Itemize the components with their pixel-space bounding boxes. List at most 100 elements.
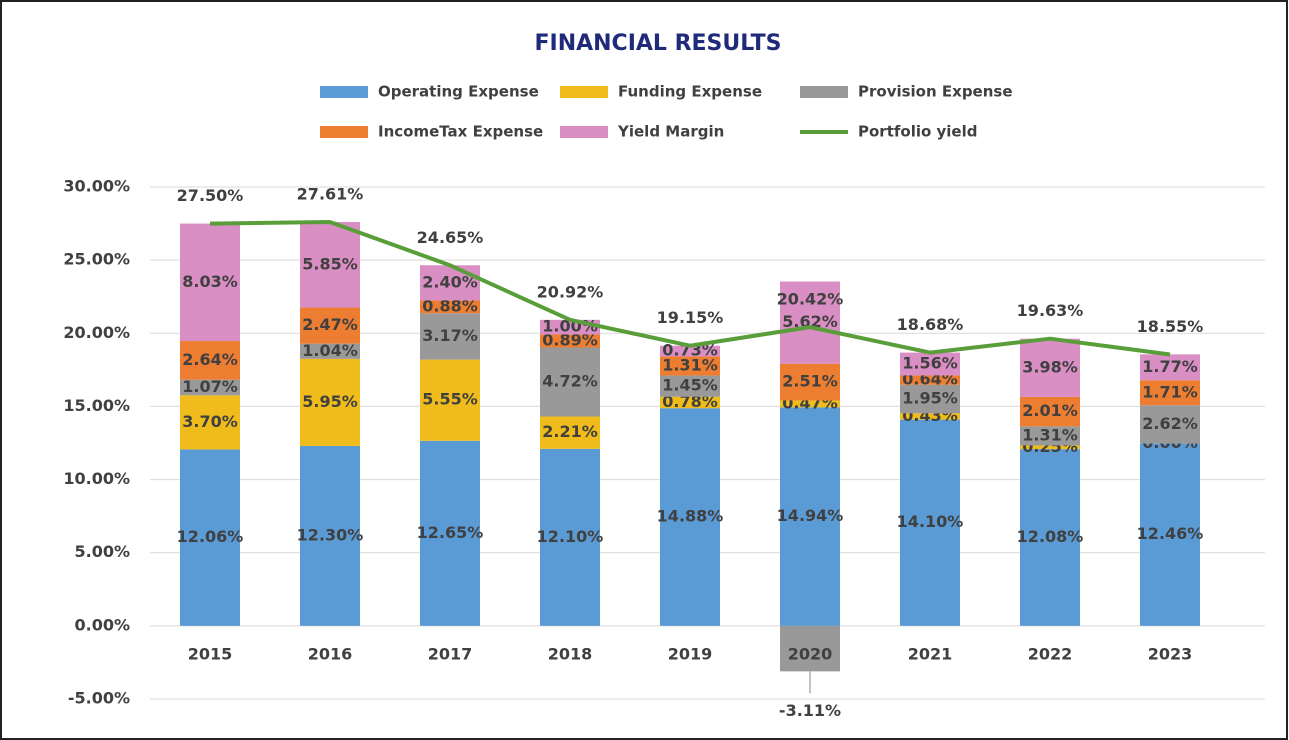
bar-segment <box>420 313 480 360</box>
data-label: 2.40% <box>422 272 478 291</box>
data-label: 1.07% <box>182 377 238 396</box>
bar-segment <box>1020 449 1080 626</box>
legend-swatch <box>320 126 368 138</box>
bar-segment <box>300 343 360 359</box>
bar-segment <box>1020 396 1080 427</box>
bar-segment <box>660 375 720 397</box>
data-label: 3.98% <box>1022 357 1078 376</box>
line-label: 18.55% <box>1137 317 1204 336</box>
bar-segment <box>660 345 720 357</box>
bar-segment <box>1020 445 1080 450</box>
bar-segment <box>540 347 600 417</box>
x-tick-label: 2019 <box>668 644 713 663</box>
bar-segment <box>780 281 840 364</box>
line-label: 20.92% <box>537 282 604 301</box>
bar-segment <box>780 363 840 401</box>
bar-segment <box>180 341 240 380</box>
x-tick-label: 2017 <box>428 644 473 663</box>
data-label: 1.71% <box>1142 382 1198 401</box>
bar-segment <box>1140 405 1200 444</box>
data-label: 4.72% <box>542 371 598 390</box>
data-label: 1.31% <box>662 355 718 374</box>
legend-label: Portfolio yield <box>858 123 977 141</box>
data-label: 2.64% <box>182 350 238 369</box>
data-label: 14.88% <box>657 507 724 526</box>
bar-segment <box>420 265 480 301</box>
line-label: 24.65% <box>417 228 484 247</box>
x-tick-label: 2021 <box>908 644 953 663</box>
bar-segment <box>300 307 360 344</box>
legend-label: Yield Margin <box>617 123 724 141</box>
data-label: 2.47% <box>302 315 358 334</box>
line-label: 27.50% <box>177 186 244 205</box>
y-tick-label: 15.00% <box>63 396 130 415</box>
bar-segment <box>900 413 960 420</box>
x-tick-label: 2022 <box>1028 644 1073 663</box>
legend-label: Funding Expense <box>618 83 762 101</box>
bar-segment <box>1020 426 1080 446</box>
bar-segment <box>300 358 360 446</box>
bar-segment <box>780 400 840 408</box>
bar-segment <box>180 379 240 396</box>
data-label: 1.56% <box>902 354 958 373</box>
bar-segment <box>540 334 600 348</box>
y-tick-label: 10.00% <box>63 469 130 488</box>
y-tick-label: 0.00% <box>74 615 130 634</box>
bar-segment <box>900 352 960 376</box>
data-label: 1.45% <box>662 376 718 395</box>
line-label: 20.42% <box>777 290 844 309</box>
bar-segment <box>900 384 960 414</box>
line-label: 27.61% <box>297 184 364 203</box>
legend-label: IncomeTax Expense <box>378 123 543 141</box>
legend-swatch <box>560 126 608 138</box>
x-tick-label: 2016 <box>308 644 353 663</box>
bar-segment <box>1140 354 1200 381</box>
data-label: 1.95% <box>902 389 958 408</box>
data-label: 2.51% <box>782 372 838 391</box>
bar-segment <box>540 416 600 449</box>
x-tick-label: 2020 <box>788 644 833 663</box>
data-label: 3.17% <box>422 326 478 345</box>
data-label: 1.04% <box>302 341 358 360</box>
legend-swatch <box>800 86 848 98</box>
bar-segment <box>780 407 840 626</box>
legend-swatch <box>320 86 368 98</box>
bar-segment <box>900 375 960 385</box>
data-label: 12.46% <box>1137 524 1204 543</box>
bar-segment <box>300 221 360 308</box>
chart-title: FINANCIAL RESULTS <box>534 31 781 56</box>
data-label: 12.10% <box>537 527 604 546</box>
bar-segment <box>180 395 240 450</box>
data-label: 5.95% <box>302 392 358 411</box>
legend-label: Provision Expense <box>858 83 1013 101</box>
bar-segment <box>540 448 600 626</box>
bar-segment <box>900 419 960 626</box>
bar-segment <box>180 223 240 342</box>
data-label: 8.03% <box>182 272 238 291</box>
data-label: 0.88% <box>422 296 478 315</box>
data-label: 14.10% <box>897 512 964 531</box>
data-label: 5.85% <box>302 254 358 273</box>
bar-segment <box>180 449 240 626</box>
bar-segment <box>1140 380 1200 406</box>
x-tick-label: 2023 <box>1148 644 1193 663</box>
line-label: 19.15% <box>657 308 724 327</box>
data-label: 12.08% <box>1017 527 1084 546</box>
data-label: 12.65% <box>417 523 484 542</box>
y-tick-label: -5.00% <box>68 689 130 708</box>
data-label: 5.62% <box>782 312 838 331</box>
x-tick-label: 2015 <box>188 644 233 663</box>
bar-segment <box>420 440 480 626</box>
line <box>209 219 1171 357</box>
data-label: 12.30% <box>297 525 364 544</box>
y-tick-label: 25.00% <box>63 250 130 269</box>
data-label: 1.31% <box>1022 425 1078 444</box>
x-tick-label: 2018 <box>548 644 593 663</box>
bar-segment <box>660 408 720 626</box>
line-label: 19.63% <box>1017 301 1084 320</box>
bar-segment <box>1020 338 1080 397</box>
data-label: 0.89% <box>542 330 598 349</box>
data-label: 12.06% <box>177 527 244 546</box>
bar-segment <box>420 359 480 441</box>
